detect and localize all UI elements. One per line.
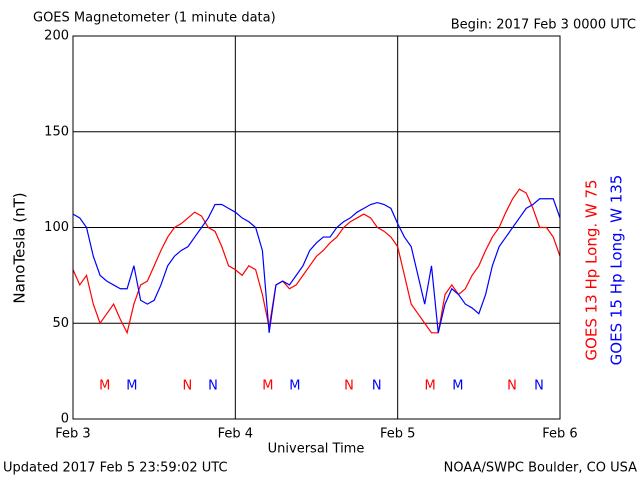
y-tick-label: 0 (61, 412, 69, 427)
x-tick-label: Feb 3 (55, 427, 90, 442)
legend-entry: GOES 15 Hp Long. W 135 (608, 175, 626, 366)
y-tick-label: 50 (52, 316, 69, 331)
plot-frame (72, 35, 561, 420)
x-tick-label: Feb 5 (380, 427, 415, 442)
series-line (72, 198, 561, 333)
annotation: M (126, 379, 137, 394)
annotation: M (99, 379, 110, 394)
footer-source: NOAA/SWPC Boulder, CO USA (444, 461, 637, 476)
begin-label: Begin: 2017 Feb 3 0000 UTC (451, 18, 636, 33)
annotation: M (262, 379, 273, 394)
x-tick-label: Feb 4 (218, 427, 253, 442)
annotation: N (344, 379, 354, 394)
annotation: N (372, 379, 382, 394)
annotation: M (452, 379, 463, 394)
y-tick-label: 150 (44, 124, 69, 139)
y-tick-label: 200 (44, 29, 69, 44)
annotation: M (289, 379, 300, 394)
annotation: M (425, 379, 436, 394)
annotation: N (182, 379, 192, 394)
footer-updated: Updated 2017 Feb 5 23:59:02 UTC (3, 461, 228, 476)
chart-title: GOES Magnetometer (1 minute data) (33, 11, 276, 26)
annotation: N (208, 379, 218, 394)
x-axis-label: Universal Time (268, 442, 365, 457)
annotation: N (534, 379, 544, 394)
y-tick-label: 100 (44, 220, 69, 235)
x-tick-label: Feb 6 (542, 427, 577, 442)
y-axis-label: NanoTesla (nT) (11, 192, 29, 303)
series-line (72, 188, 561, 335)
legend-entry: GOES 13 Hp Long. W 75 (583, 179, 601, 360)
annotation: N (507, 379, 517, 394)
